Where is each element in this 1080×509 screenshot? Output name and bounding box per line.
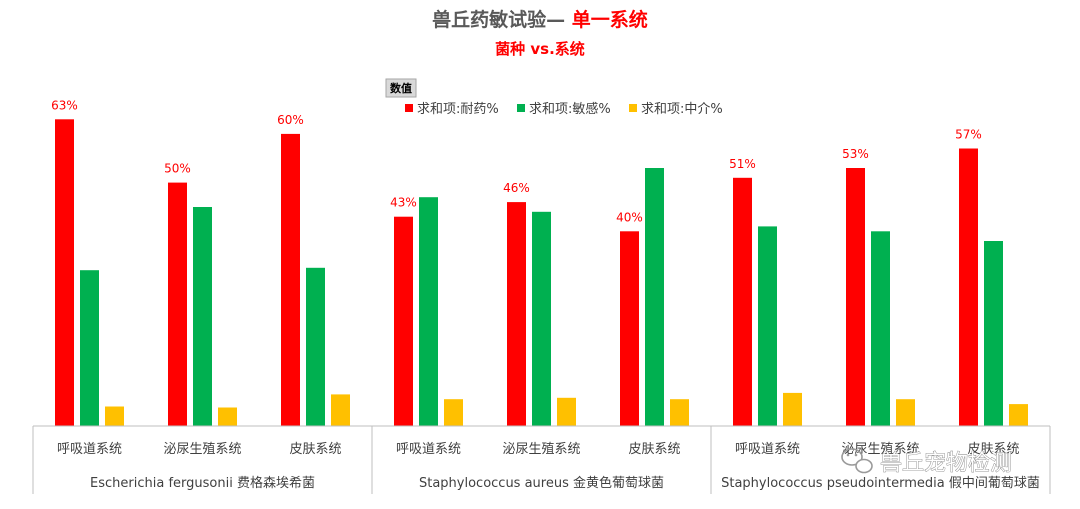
bar xyxy=(984,241,1003,426)
bar xyxy=(645,168,664,426)
chart-title-highlight: 单一系统 xyxy=(572,8,648,31)
bar xyxy=(105,406,124,426)
legend: 求和项:耐药% 求和项:敏感% 求和项:中介% xyxy=(405,101,723,117)
bar xyxy=(783,392,802,426)
data-label: 40% xyxy=(616,210,643,224)
bar xyxy=(959,148,978,426)
bar xyxy=(871,231,890,426)
bar xyxy=(557,397,576,426)
bar xyxy=(281,133,300,426)
bar xyxy=(218,407,237,426)
wechat-icon xyxy=(841,448,873,474)
bar xyxy=(1009,404,1028,426)
data-label: 53% xyxy=(842,147,869,161)
bar xyxy=(331,394,350,426)
x-tick-label: 呼吸道系统 xyxy=(57,442,122,457)
bar xyxy=(670,399,689,426)
chart-title: 兽丘药敏试验— 单一系统 xyxy=(432,8,648,31)
bar xyxy=(733,177,752,427)
chart-subtitle: 菌种 vs.系统 xyxy=(495,40,585,58)
bar xyxy=(55,119,74,427)
legend-swatch xyxy=(517,104,525,112)
chart-title-main: 兽丘药敏试验— xyxy=(432,8,572,31)
data-label: 51% xyxy=(729,157,756,171)
data-label: 46% xyxy=(503,181,530,195)
x-tick-label: 皮肤系统 xyxy=(628,442,680,457)
legend-label: 求和项:耐药% xyxy=(417,102,499,117)
x-tick-label: 呼吸道系统 xyxy=(735,442,800,457)
bar xyxy=(507,202,526,426)
legend-label: 求和项:中介% xyxy=(641,102,723,117)
x-tick-label: 皮肤系统 xyxy=(289,442,341,457)
data-labels: 63% 50% 60% 43% 46% 40% 51% 53% 57% xyxy=(51,98,982,224)
data-label: 57% xyxy=(955,128,982,142)
data-label: 63% xyxy=(51,98,78,112)
x-tick-label: 呼吸道系统 xyxy=(396,442,461,457)
data-label: 50% xyxy=(164,162,191,176)
legend-item: 求和项:中介% xyxy=(629,102,723,117)
legend-item: 求和项:耐药% xyxy=(405,102,499,117)
value-field-button-label: 数值 xyxy=(390,81,412,95)
legend-swatch xyxy=(629,104,637,112)
x-axis: 呼吸道系统 泌尿生殖系统 皮肤系统 呼吸道系统 泌尿生殖系统 皮肤系统 呼吸道系统 泌尿生殖系… xyxy=(32,425,1051,494)
x-tick-label: 皮肤系统 xyxy=(967,442,1019,457)
bar xyxy=(620,231,639,426)
bar xyxy=(896,399,915,426)
legend-swatch xyxy=(405,104,413,112)
bar xyxy=(306,267,325,426)
bar xyxy=(193,207,212,426)
x-group-label: Staphylococcus pseudointermedia 假中间葡萄球菌 xyxy=(721,476,1040,491)
bar xyxy=(168,182,187,426)
legend-item: 求和项:敏感% xyxy=(517,101,611,117)
data-label: 60% xyxy=(277,113,304,127)
x-tick-label: 泌尿生殖系统 xyxy=(502,441,580,457)
bar xyxy=(80,270,99,426)
watermark: 兽丘宠物检测 xyxy=(841,448,1012,476)
value-field-button[interactable]: 数值 xyxy=(385,78,417,98)
plot-area xyxy=(55,119,1028,427)
x-group-label: Escherichia fergusonii 费格森埃希菌 xyxy=(90,475,315,491)
bar xyxy=(846,168,865,426)
data-label: 43% xyxy=(390,196,417,210)
bar xyxy=(419,197,438,426)
bar xyxy=(394,216,413,426)
bar xyxy=(444,399,463,426)
x-tick-label: 泌尿生殖系统 xyxy=(163,441,241,457)
x-group-label: Staphylococcus aureus 金黄色葡萄球菌 xyxy=(419,475,664,491)
watermark-text: 兽丘宠物检测 xyxy=(880,451,1012,476)
bar xyxy=(532,211,551,426)
legend-label: 求和项:敏感% xyxy=(529,101,611,117)
bar xyxy=(758,226,777,426)
